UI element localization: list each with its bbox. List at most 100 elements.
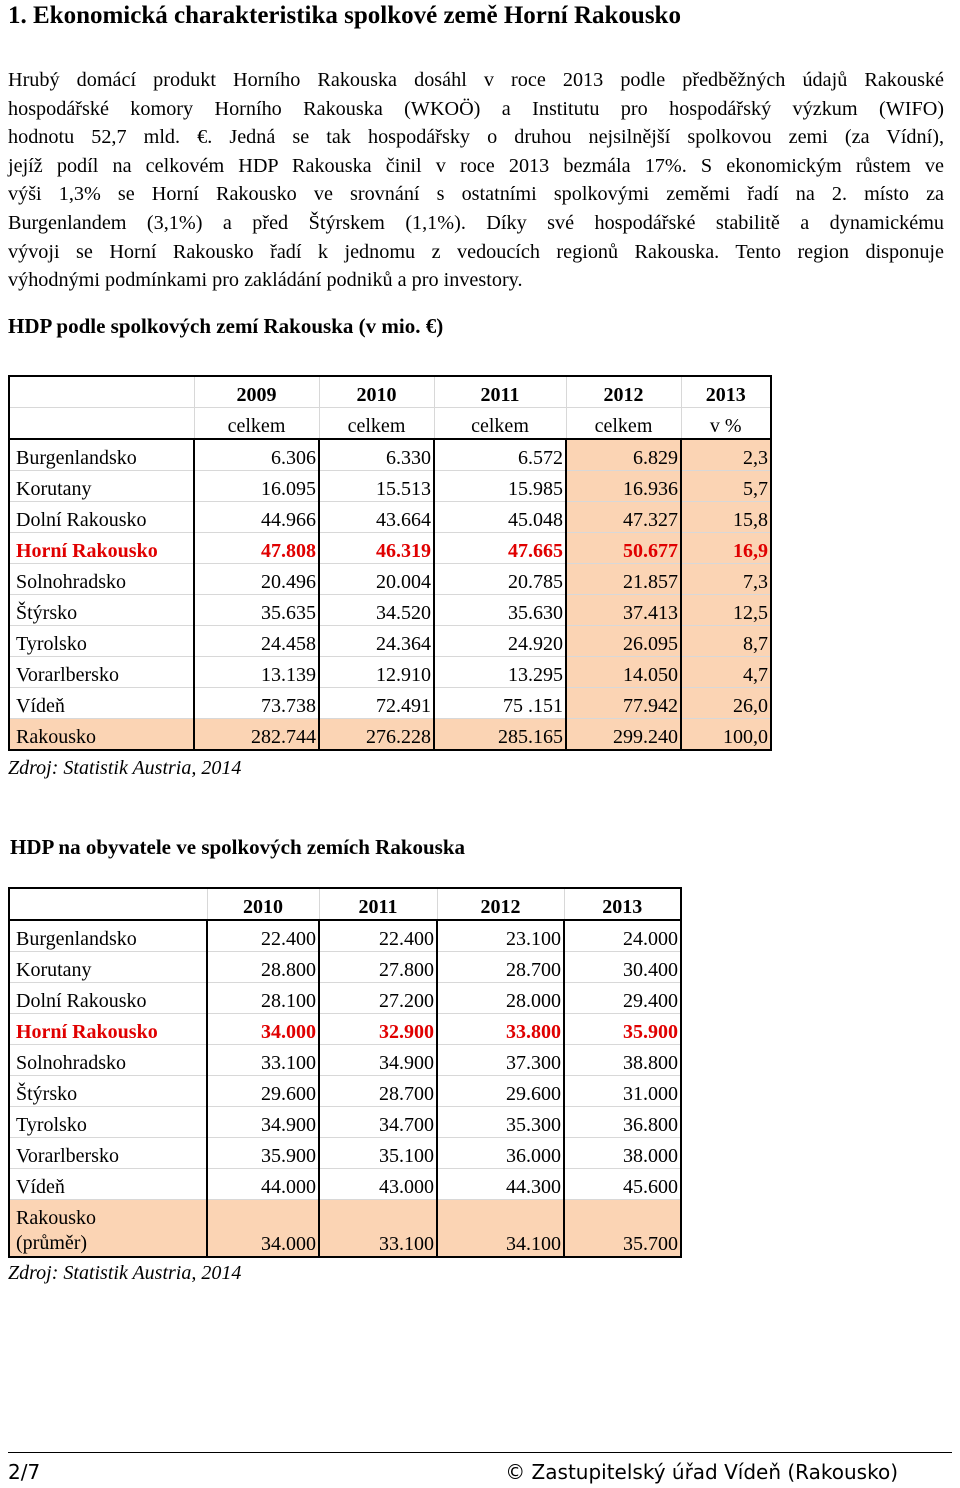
table1-source: Zdroj: Statistik Austria, 2014 [8,757,242,779]
gdp-per-capita-table: 2010 2011 2012 2013 Burgenlandsko 22.400 2… [8,887,682,1258]
gdp-by-state-table: 2009 2010 2011 2012 2013 celkem celkem c… [8,375,772,751]
value-cell: 50.677 [565,532,682,564]
value-cell: 24.364 [318,625,435,657]
value-cell: 28.700 [436,951,565,983]
value-cell: 21.857 [565,563,682,595]
value-cell: 26,0 [680,687,772,719]
table2-title: HDP na obyvatele ve spolkových zemích Ra… [10,835,466,859]
value-cell: 34.100 [436,1199,565,1258]
value-cell: 36.000 [436,1137,565,1169]
value-cell: 6.572 [433,438,567,471]
row-label: Rakousko (průměr) [8,1199,208,1258]
paragraph-line: hodnotu 52,7 mld. €. Jedná se tak hospod… [8,126,944,149]
row-label: Dolní Rakousko [8,501,195,533]
row-label: Solnohradsko [8,1044,208,1076]
value-cell: 24.920 [433,625,567,657]
paragraph-line: vývoji se Horní Rakousko řadí k jednomu … [8,240,944,263]
table-row: Korutany 16.095 15.513 15.985 16.936 5,7 [8,470,772,502]
table-row: Dolní Rakousko 28.100 27.200 28.000 29.400 [8,982,682,1014]
table-row: Burgenlandsko 6.306 6.330 6.572 6.829 2,3 [8,438,772,471]
value-cell: 45.048 [433,501,567,533]
value-cell: 34.000 [206,1199,320,1258]
row-label: Vídeň [8,687,195,719]
value-cell: 22.400 [206,919,320,952]
paragraph-line: jejíž podíl na celkovém HDP Rakouska čin… [8,154,944,177]
row-label: Vídeň [8,1168,208,1200]
year-header: 2013 [563,887,682,921]
section-heading: 1. Ekonomická charakteristika spolkové z… [8,2,681,29]
value-cell: 34.000 [206,1013,320,1045]
value-cell: 12.910 [318,656,435,688]
header-blank [8,375,194,408]
table-row: Dolní Rakousko 44.966 43.664 45.048 47.327 15… [8,501,772,533]
value-cell: 73.738 [193,687,320,719]
year-header: 2012 [565,375,681,408]
value-cell: 34.700 [318,1106,438,1138]
value-cell: 29.600 [436,1075,565,1107]
value-cell: 75 .151 [433,687,567,719]
intro-paragraph: Hrubý domácí produkt Horního Rakouska do… [8,66,944,295]
value-cell: 14.050 [565,656,682,688]
footer-copyright: © Zastupitelský úřad Vídeň (Rakousko) [505,1460,898,1484]
value-cell: 34.900 [318,1044,438,1076]
row-label: Dolní Rakousko [8,982,208,1014]
row-label: Korutany [8,470,195,502]
table-row: Tyrolsko 34.900 34.700 35.300 36.800 [8,1106,682,1138]
value-cell: 15.985 [433,470,567,502]
year-header: 2011 [318,887,437,921]
subheader: celkem [565,407,681,440]
row-label: Burgenlandsko [8,438,195,471]
row-label-line: (průměr) [16,1232,88,1254]
value-cell: 36.800 [563,1106,682,1138]
value-cell: 46.319 [318,532,435,564]
value-cell: 6.829 [565,438,682,471]
year-header: 2009 [193,375,319,408]
value-cell: 38.800 [563,1044,682,1076]
value-cell: 15.513 [318,470,435,502]
table-row: Solnohradsko 20.496 20.004 20.785 21.857 7,3 [8,563,772,595]
row-label: Horní Rakousko [8,532,195,564]
value-cell: 34.520 [318,594,435,626]
value-cell: 28.100 [206,982,320,1014]
value-cell: 6.330 [318,438,435,471]
table-row: Vorarlbersko 13.139 12.910 13.295 14.050 4,7 [8,656,772,688]
value-cell: 20.004 [318,563,435,595]
row-label: Vorarlbersko [8,1137,208,1169]
value-cell: 35.100 [318,1137,438,1169]
year-header: 2013 [680,375,772,408]
year-header: 2010 [206,887,319,921]
value-cell: 33.100 [206,1044,320,1076]
paragraph-line: výhodnými podmínkami pro zakládání podni… [8,269,523,292]
value-cell: 12,5 [680,594,772,626]
table-row: Solnohradsko 33.100 34.900 37.300 38.800 [8,1044,682,1076]
value-cell: 23.100 [436,919,565,952]
table2-source: Zdroj: Statistik Austria, 2014 [8,1262,242,1284]
value-cell: 35.700 [563,1199,682,1258]
table-row: Rakousko 282.744 276.228 285.165 299.240 100,… [8,718,772,751]
value-cell: 16.936 [565,470,682,502]
table-row: Vídeň 44.000 43.000 44.300 45.600 [8,1168,682,1200]
table-row: Korutany 28.800 27.800 28.700 30.400 [8,951,682,983]
row-label: Tyrolsko [8,625,195,657]
value-cell: 6.306 [193,438,320,471]
value-cell: 47.327 [565,501,682,533]
value-cell: 44.300 [436,1168,565,1200]
value-cell: 34.900 [206,1106,320,1138]
value-cell: 28.800 [206,951,320,983]
year-header: 2012 [436,887,564,921]
value-cell: 26.095 [565,625,682,657]
table-row: Vorarlbersko 35.900 35.100 36.000 38.000 [8,1137,682,1169]
value-cell: 33.100 [318,1199,438,1258]
table-row: Horní Rakousko 34.000 32.900 33.800 35.900 [8,1013,682,1045]
subheader: celkem [193,407,319,440]
value-cell: 43.664 [318,501,435,533]
value-cell: 24.000 [563,919,682,952]
value-cell: 299.240 [565,718,682,751]
value-cell: 13.295 [433,656,567,688]
row-label: Solnohradsko [8,563,195,595]
subheader: celkem [433,407,566,440]
page-number: 2/7 [8,1460,41,1484]
value-cell: 20.496 [193,563,320,595]
value-cell: 5,7 [680,470,772,502]
value-cell: 16.095 [193,470,320,502]
